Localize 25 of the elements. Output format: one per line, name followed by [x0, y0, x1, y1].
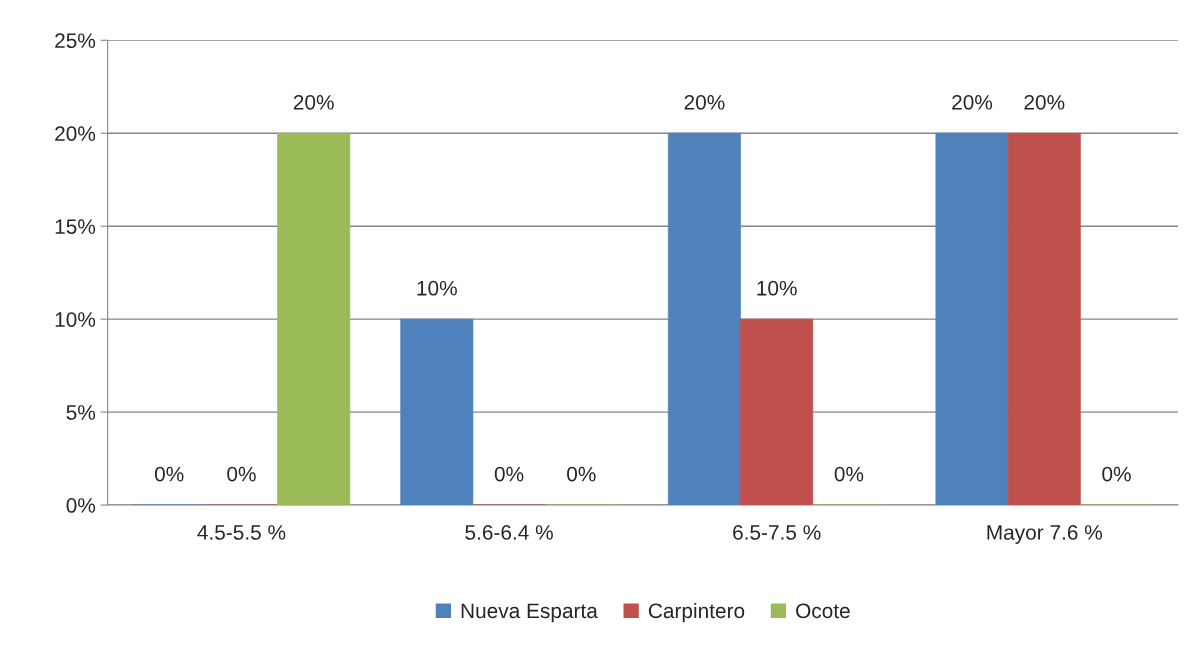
data-label: 0% [494, 466, 524, 482]
data-label: 0% [227, 466, 256, 482]
data-label: 0% [834, 466, 864, 482]
data-label: 20% [1024, 94, 1065, 110]
data-label: 0% [567, 466, 596, 482]
x-tick-label: Mayor 7.6 % [987, 525, 1102, 544]
y-tick-label: 15% [55, 219, 96, 234]
x-tick-label: 6.5-7.5 % [733, 525, 821, 540]
data-label: 10% [757, 280, 797, 296]
data-label: 0% [1102, 466, 1131, 482]
data-label: 20% [684, 94, 725, 110]
x-tick-label: 5.6-6.4 % [465, 525, 553, 540]
y-tick-label: 0% [66, 498, 96, 513]
y-tick-label: 25% [55, 33, 96, 49]
y-tick-label: 10% [55, 312, 96, 327]
legend-label: Ocote [796, 603, 850, 619]
data-label: 0% [154, 466, 184, 482]
legend-label: Nueva Esparta [461, 603, 598, 623]
y-tick-label: 5% [66, 405, 96, 420]
data-label: 20% [293, 94, 334, 110]
legend-label: Carpintero [648, 602, 745, 623]
data-label: 20% [952, 94, 993, 110]
data-label: 10% [417, 280, 457, 296]
y-tick-label: 20% [55, 126, 96, 141]
x-tick-label: 4.5-5.5 % [197, 525, 286, 540]
